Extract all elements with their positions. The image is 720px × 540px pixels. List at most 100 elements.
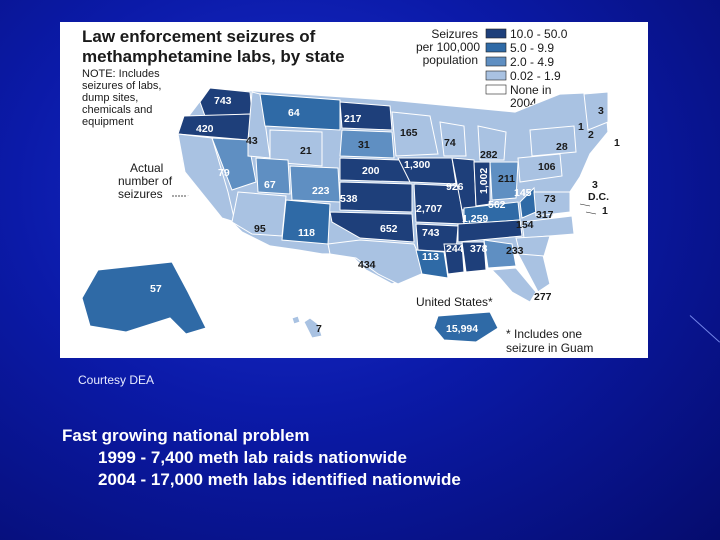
state-hi [303, 317, 323, 339]
value-ne: 200 [362, 165, 380, 177]
value-hi: 7 [316, 323, 322, 335]
value-tn: 1,259 [462, 213, 488, 225]
value-mt: 64 [288, 107, 300, 119]
legend-swatch-4 [485, 70, 507, 81]
territory-pr [433, 311, 499, 343]
value-pr: 15,994 [446, 323, 478, 335]
value-wi: 74 [444, 137, 456, 149]
value-ia: 1,300 [404, 159, 430, 171]
value-ms: 244 [446, 243, 464, 255]
state-ks [339, 181, 413, 213]
footnote-line-2: seizure in Guam [506, 341, 593, 355]
value-mo: 2,707 [416, 203, 442, 215]
dc-label: D.C. [588, 191, 609, 203]
state-tx [327, 239, 427, 285]
state-ok [329, 211, 415, 243]
state-mi [477, 125, 507, 161]
value-nm: 118 [298, 227, 315, 239]
value-ks: 538 [340, 193, 358, 205]
callout-line-2: number of [118, 174, 173, 188]
state-ms [443, 243, 465, 275]
legend: 10.0 - 50.0 5.0 - 9.9 2.0 - 4.9 0.02 - 1… [485, 27, 568, 110]
legend-header-2: per 100,000 [416, 40, 480, 54]
legend-swatch-2 [485, 42, 507, 53]
text-line-3: 2004 - 17,000 meth labs identified natio… [98, 470, 461, 489]
value-or: 420 [196, 123, 214, 135]
legend-label-4: 0.02 - 1.9 [510, 69, 561, 83]
country-label: United States* [416, 295, 493, 309]
state-la [415, 249, 449, 279]
note-line-2: seizures of labs, [82, 80, 161, 92]
legend-header-1: Seizures [431, 27, 478, 41]
value-wa: 743 [214, 95, 232, 107]
leader-dc [585, 211, 597, 215]
state-nc [521, 215, 575, 239]
value-va: 73 [544, 193, 556, 205]
courtesy-credit: Courtesy DEA [78, 373, 155, 387]
state-ny [529, 125, 577, 157]
value-wy: 21 [300, 145, 312, 157]
value-ak: 57 [150, 283, 162, 295]
callout-line-1: Actual [130, 161, 163, 175]
state-ga [483, 239, 517, 269]
state-sd [339, 129, 395, 159]
note-line-3: dump sites, [82, 92, 138, 104]
us-map: Law enforcement seizures of methamphetam… [81, 27, 620, 355]
value-ga: 233 [506, 245, 524, 257]
legend-swatch-3 [485, 56, 507, 67]
legend-label-2: 5.0 - 9.9 [510, 41, 554, 55]
value-mn: 165 [400, 127, 418, 139]
value-mi: 282 [480, 149, 498, 161]
state-shapes [81, 87, 609, 343]
state-ak [81, 261, 207, 335]
note-line-4: chemicals and [82, 104, 152, 116]
value-il: 926 [446, 181, 464, 193]
state-value-labels: 743 420 43 64 217 31 21 79 67 223 673 95… [150, 95, 620, 335]
legend-label-3: 2.0 - 4.9 [510, 55, 554, 69]
map-title-line1: Law enforcement seizures of [82, 27, 316, 46]
value-az: 95 [254, 223, 266, 235]
value-nh: 2 [588, 129, 594, 141]
value-oh: 211 [498, 173, 515, 185]
value-sc: 154 [516, 219, 534, 231]
value-pa: 106 [538, 161, 556, 173]
value-al: 378 [470, 243, 488, 255]
value-nc: 317 [536, 209, 554, 221]
state-fl [490, 267, 537, 303]
note-line-5: equipment [82, 116, 133, 128]
map-title-line2: methamphetamine labs, by state [82, 47, 345, 66]
state-me [583, 91, 609, 131]
text-line-2: 1999 - 7,400 meth lab raids nationwide [98, 448, 407, 467]
callout-line-3: seizures [118, 187, 163, 201]
value-in: 1,002 [478, 168, 490, 194]
decorative-line [689, 315, 720, 343]
legend-swatch-5 [485, 84, 507, 95]
state-ut [255, 157, 291, 195]
footnote-line-1: * Includes one [506, 327, 582, 341]
state-mt [259, 93, 341, 131]
value-dc: 1 [602, 205, 608, 217]
legend-label-5: None in [510, 83, 551, 97]
value-nj: 3 [592, 179, 598, 191]
leader-nj [579, 203, 591, 207]
legend-swatch-1 [485, 28, 507, 39]
map-figure: Law enforcement seizures of methamphetam… [60, 22, 648, 358]
state-wy [269, 129, 323, 167]
value-fl: 277 [534, 291, 552, 303]
text-line-1: Fast growing national problem [62, 426, 310, 445]
value-sd: 31 [358, 139, 370, 151]
state-sc [515, 235, 551, 257]
state-tn [457, 219, 523, 243]
legend-header-3: population [423, 53, 478, 67]
value-wv: 145 [514, 187, 532, 199]
value-ma: 1 [614, 137, 620, 149]
state-oh [489, 161, 519, 201]
state-pa [517, 153, 563, 183]
state-wi [439, 121, 467, 157]
legend-label-1: 10.0 - 50.0 [510, 27, 568, 41]
value-ky: 562 [488, 199, 506, 211]
value-vt: 1 [578, 121, 584, 133]
state-in [473, 161, 491, 207]
value-ut: 67 [264, 179, 276, 191]
